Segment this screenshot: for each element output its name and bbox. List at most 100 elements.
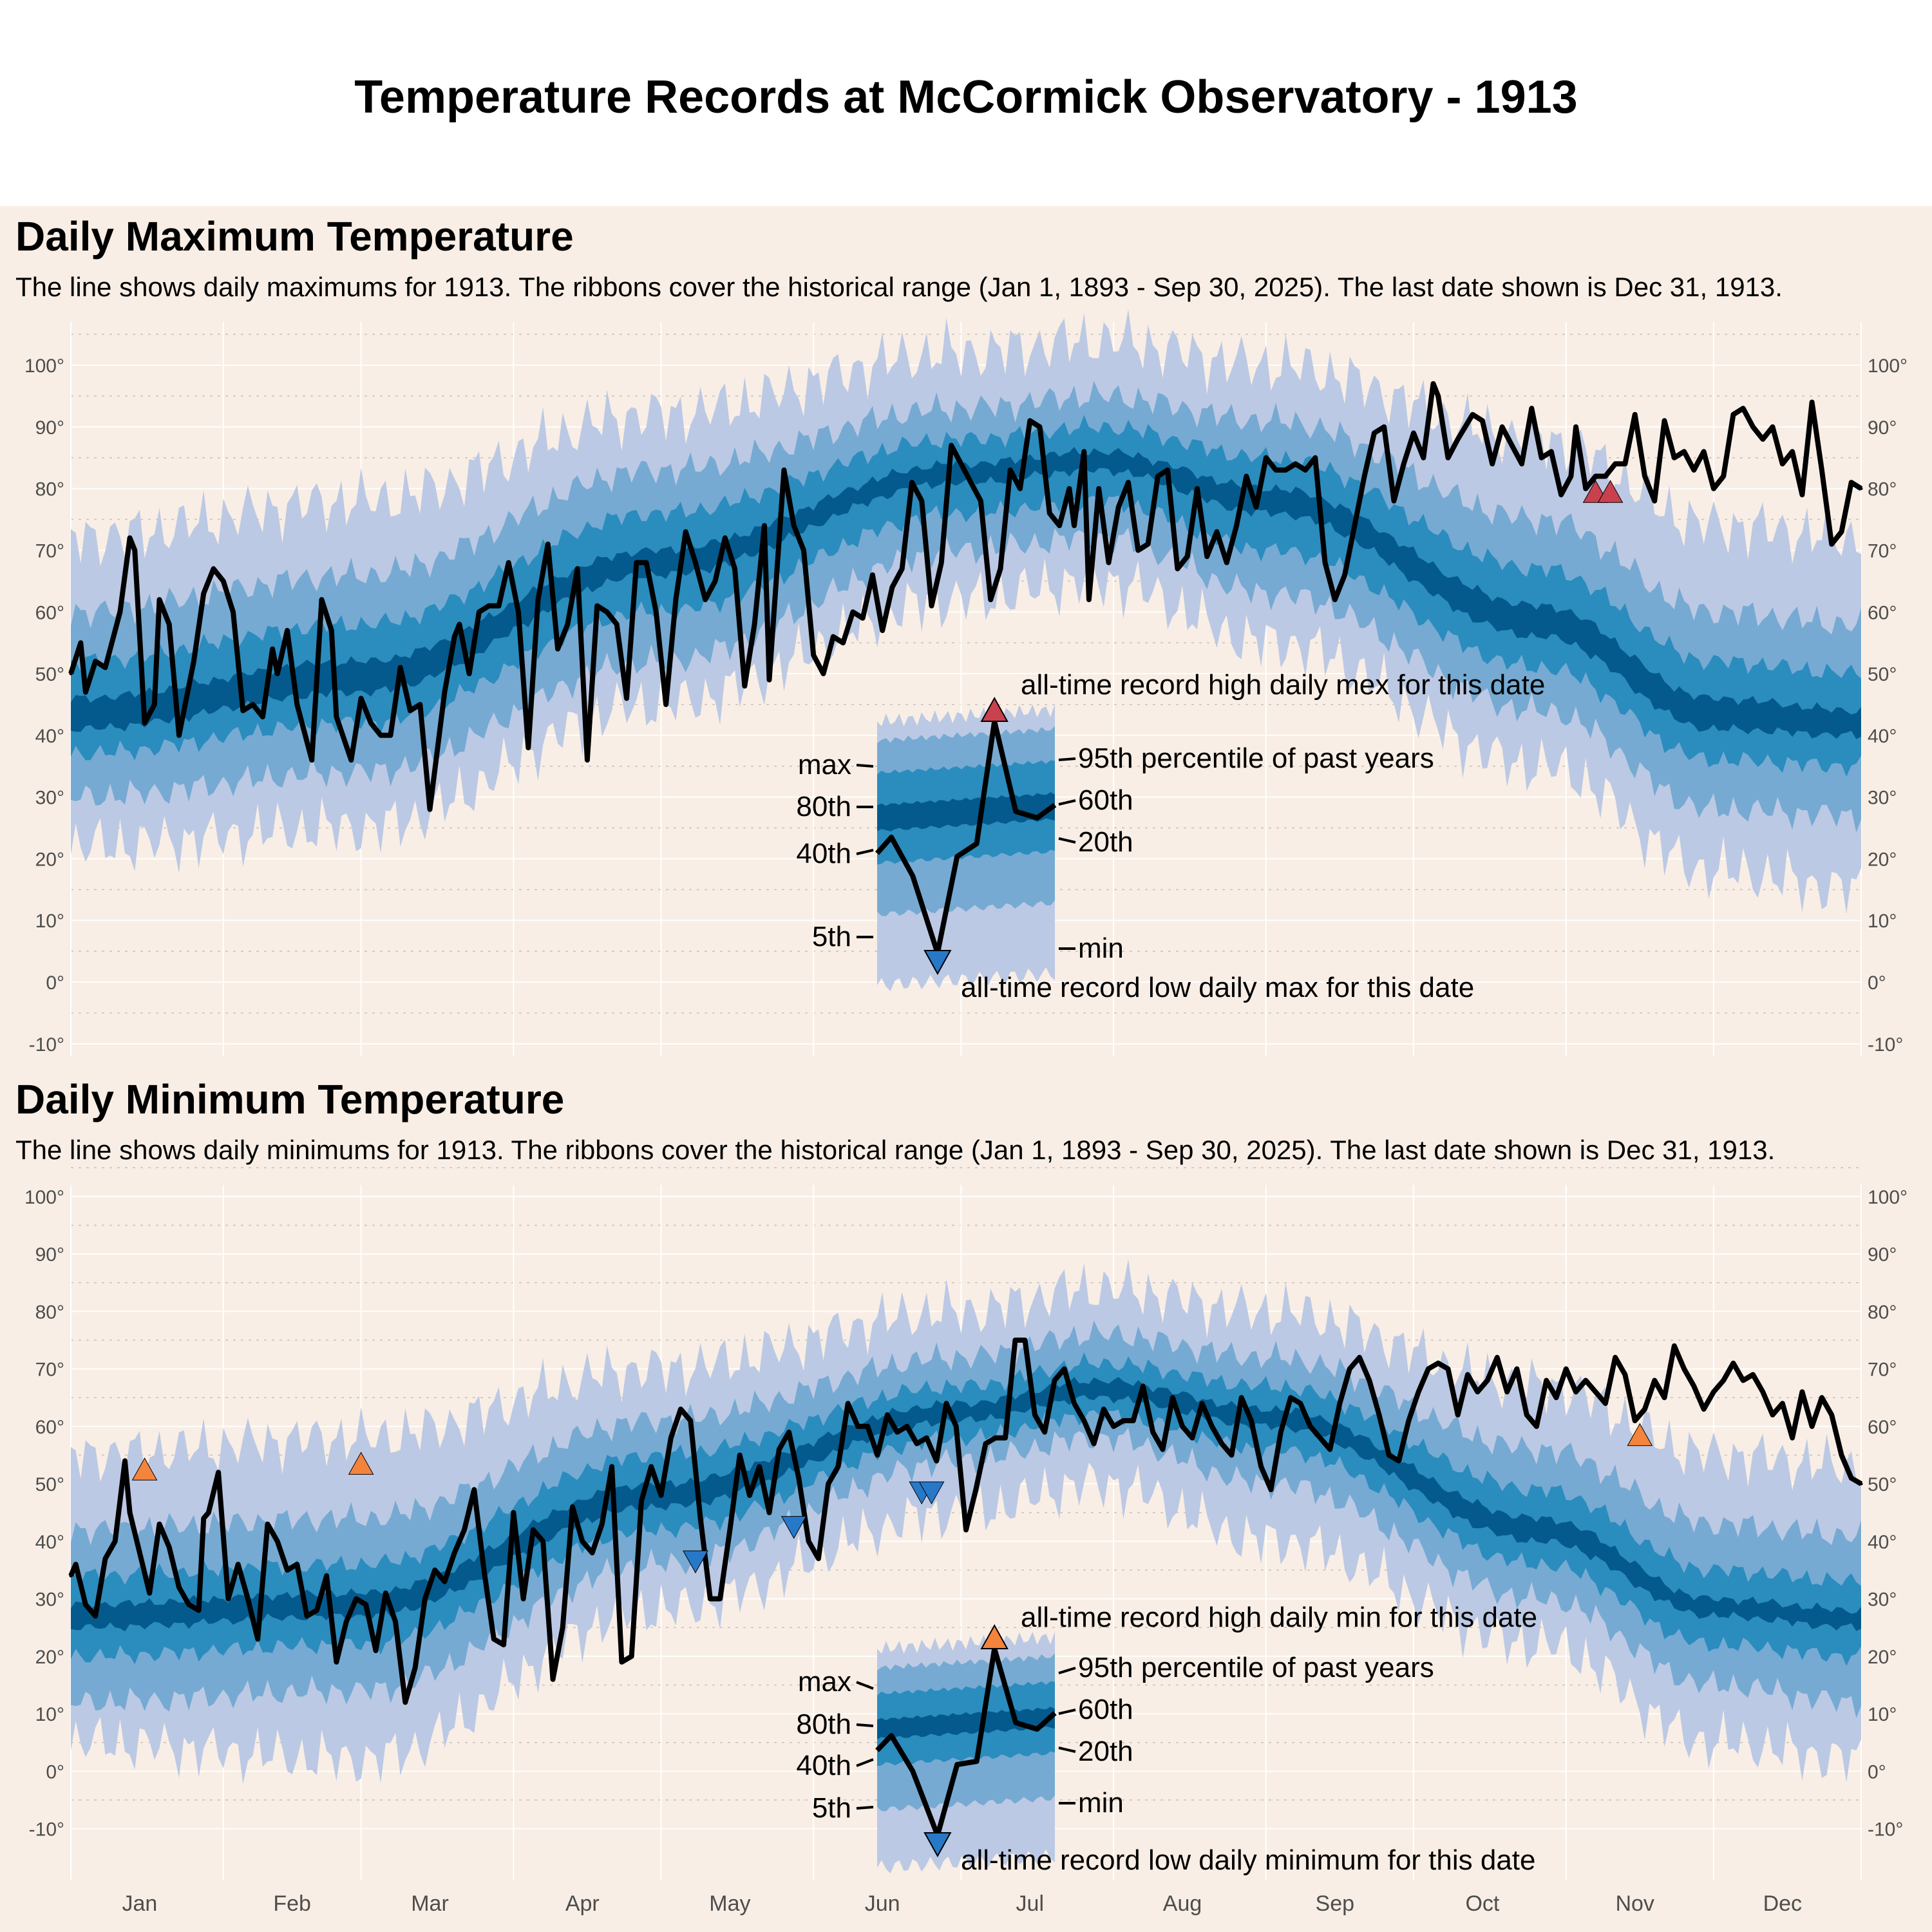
data-point [1264, 456, 1268, 460]
y-tick-label-right: 10° [1868, 1704, 1897, 1725]
data-point [1255, 505, 1258, 509]
data-point [989, 598, 992, 601]
legend-tick-right [1058, 1747, 1076, 1753]
data-point [1781, 1401, 1785, 1405]
data-point [1397, 1459, 1401, 1463]
data-point [1549, 450, 1553, 453]
data-point [157, 598, 161, 601]
x-tick-label: Nov [1615, 1891, 1654, 1916]
data-point [1830, 1413, 1833, 1417]
data-point [502, 1643, 506, 1647]
data-point [959, 462, 963, 466]
data-point [1623, 1373, 1627, 1377]
data-point [708, 1597, 712, 1601]
data-point [442, 1580, 446, 1584]
y-tick-label-right: 60° [1868, 602, 1897, 623]
data-point [374, 1649, 378, 1653]
data-point [1067, 487, 1071, 491]
y-tick-label-left: 40° [35, 726, 64, 747]
data-point [1092, 1442, 1096, 1446]
data-point [123, 1459, 127, 1463]
data-point [1544, 1378, 1548, 1382]
data-point [453, 1551, 457, 1555]
y-tick-label-right: 100° [1868, 355, 1908, 377]
data-point [1180, 1425, 1184, 1428]
data-point [822, 672, 826, 676]
legend-tick-left [856, 1723, 874, 1727]
record-low-marker [781, 1516, 807, 1539]
data-point [807, 1539, 811, 1543]
data-point [595, 604, 599, 608]
data-point [954, 1425, 958, 1428]
data-point [334, 715, 338, 719]
data-point [1486, 1378, 1490, 1382]
x-tick-label: Sep [1316, 1891, 1355, 1916]
data-point [536, 598, 540, 601]
data-point [753, 622, 757, 626]
data-point [1436, 394, 1440, 398]
data-point [276, 672, 279, 676]
legend-high-marker [980, 696, 1009, 722]
data-point [1800, 493, 1804, 497]
y-tick-label-left: 0° [46, 1761, 64, 1783]
y-tick-label-right: 20° [1868, 849, 1897, 870]
data-point [659, 1493, 663, 1497]
y-tick-label-left: 80° [35, 1302, 64, 1323]
data-point [1225, 561, 1229, 565]
data-point [930, 604, 934, 608]
data-point [979, 499, 983, 503]
data-point [1106, 561, 1110, 565]
data-point [320, 598, 324, 601]
data-point [817, 1557, 820, 1560]
data-point [511, 1511, 515, 1515]
data-point [1432, 382, 1435, 386]
data-point [393, 1620, 397, 1624]
data-point [826, 1482, 830, 1486]
data-point [531, 1528, 535, 1532]
panel-subtitle-min: The line shows daily minimums for 1913. … [15, 1135, 1776, 1165]
data-point [526, 746, 530, 750]
data-point [1466, 1373, 1470, 1377]
data-point [69, 1574, 73, 1578]
data-point [630, 1654, 634, 1658]
data-point [1584, 1378, 1587, 1382]
data-point [625, 696, 629, 700]
data-point [1072, 524, 1076, 527]
y-tick-label-left: 60° [35, 1417, 64, 1438]
data-point [605, 610, 609, 614]
data-point [1820, 468, 1824, 472]
data-point [369, 721, 373, 725]
data-point [561, 1625, 565, 1629]
data-point [1663, 1396, 1667, 1399]
data-point [1574, 425, 1578, 429]
data-point [133, 548, 137, 552]
record-high-marker [1627, 1423, 1653, 1446]
legend-record-low-text: all-time record low daily minimum for th… [961, 1844, 1536, 1876]
data-point [1613, 1356, 1617, 1359]
data-point [1569, 474, 1573, 478]
data-point [1520, 462, 1524, 466]
data-point [1244, 474, 1248, 478]
data-point [1313, 456, 1317, 460]
data-point [1731, 413, 1735, 417]
data-point [1810, 401, 1814, 404]
data-point [674, 598, 677, 601]
data-point [1190, 1436, 1194, 1440]
data-point [428, 808, 432, 811]
data-point [949, 444, 953, 448]
data-point [1205, 554, 1209, 558]
data-point [910, 480, 914, 484]
data-point [231, 610, 235, 614]
data-point [580, 1539, 584, 1543]
data-point [265, 1522, 269, 1526]
data-point [876, 1454, 880, 1457]
data-point [1436, 1361, 1440, 1365]
data-point [1712, 487, 1716, 491]
y-tick-label-left: 100° [24, 355, 64, 377]
data-point [1013, 1338, 1017, 1342]
data-point [222, 579, 225, 583]
data-point [1741, 406, 1745, 410]
panel-title-min: Daily Minimum Temperature [15, 1076, 565, 1122]
data-point [147, 1591, 151, 1595]
data-point [1490, 462, 1494, 466]
